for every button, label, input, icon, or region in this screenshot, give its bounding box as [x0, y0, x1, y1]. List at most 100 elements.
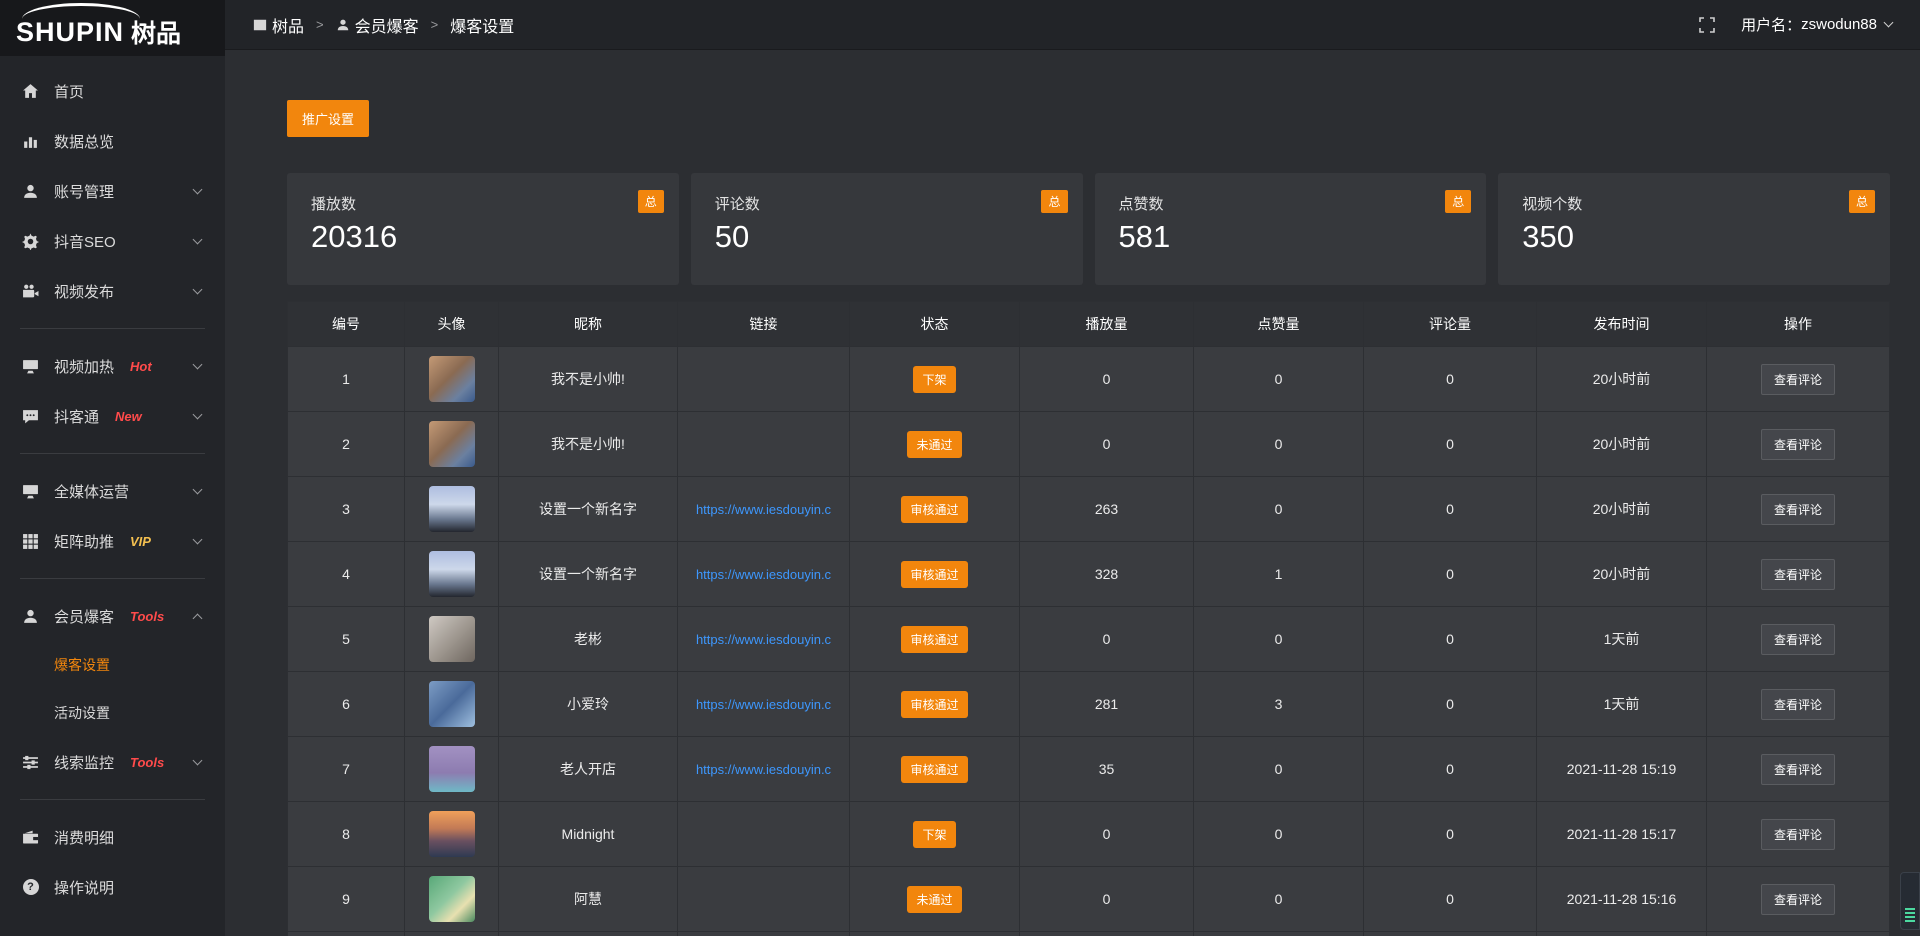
status-badge: 审核通过 — [901, 560, 968, 588]
status-badge: 下架 — [913, 365, 956, 393]
avatar — [428, 551, 475, 597]
chat-icon — [22, 408, 39, 425]
view-comments-button[interactable]: 查看评论 — [1760, 688, 1835, 720]
user-icon — [22, 608, 39, 625]
nickname: 阿慧 — [498, 866, 678, 932]
total-badge: 总 — [1848, 190, 1875, 213]
sidebar-item-expense-details[interactable]: 消费明细 — [0, 812, 225, 862]
breadcrumb-item-home[interactable]: 树品 — [253, 13, 304, 37]
username-dropdown[interactable]: 用户名： zswodun88 — [1741, 14, 1894, 35]
stat-value: 581 — [1118, 219, 1171, 254]
monitor-icon — [22, 483, 39, 500]
sidebar-item-member-baoke[interactable]: 会员爆客 Tools — [0, 591, 225, 641]
table-row: 6 小爱玲 https://www.iesdouyin.c 审核通过 281 3… — [287, 671, 1890, 737]
row-number: 9 — [287, 866, 405, 932]
divider — [20, 799, 205, 800]
row-number — [287, 931, 405, 936]
sidebar-item-douketong[interactable]: 抖客通 New — [0, 391, 225, 441]
view-comments-button[interactable]: 查看评论 — [1760, 363, 1835, 395]
chevron-down-icon — [192, 184, 203, 195]
sidebar-subitem-activity-settings[interactable]: 活动设置 — [54, 705, 110, 721]
chevron-down-icon — [192, 284, 203, 295]
breadcrumb-label: 树品 — [272, 18, 305, 36]
comments-count: 0 — [1363, 541, 1537, 607]
username-label: 用户名： — [1741, 17, 1802, 34]
sidebar-subitem-baoke-settings[interactable]: 爆客设置 — [54, 657, 110, 673]
view-comments-button[interactable]: 查看评论 — [1760, 428, 1835, 460]
floating-widget[interactable] — [1900, 872, 1920, 930]
comments-count: 0 — [1363, 606, 1537, 672]
chevron-down-icon — [192, 359, 203, 370]
sidebar-item-label: 账号管理 — [54, 183, 115, 201]
help-icon: ? — [22, 879, 39, 896]
breadcrumb-separator: > — [316, 17, 324, 32]
sidebar-item-data-overview[interactable]: 数据总览 — [0, 116, 225, 166]
publish-time — [1536, 931, 1707, 936]
sidebar-item-video-heat[interactable]: 视频加热 Hot — [0, 341, 225, 391]
table-row: 1 我不是小帅! 下架 0 0 0 20小时前 查看评论 — [287, 346, 1890, 412]
col-header-number: 编号 — [287, 301, 405, 347]
sidebar-item-matrix-boost[interactable]: 矩阵助推 VIP — [0, 516, 225, 566]
likes-count: 0 — [1193, 801, 1364, 867]
video-camera-icon — [22, 283, 39, 300]
sidebar-item-all-media[interactable]: 全媒体运营 — [0, 466, 225, 516]
breadcrumb-item-member-baoke[interactable]: 会员爆客 — [336, 13, 419, 37]
col-header-link: 链接 — [677, 301, 850, 347]
video-link[interactable]: https://www.iesdouyin.c — [695, 697, 832, 712]
sidebar: SHUPIN 树品 首页 数据总览 账号管理 抖音SEO 视频发布 — [0, 0, 225, 936]
plays-count: 0 — [1019, 411, 1194, 477]
stat-card-videos: 视频个数 350 总 — [1498, 173, 1890, 285]
plays-count: 263 — [1019, 476, 1194, 542]
fullscreen-icon[interactable] — [1699, 16, 1715, 33]
logo-arc — [22, 3, 140, 19]
view-comments-button[interactable]: 查看评论 — [1760, 558, 1835, 590]
sidebar-item-douyin-seo[interactable]: 抖音SEO — [0, 216, 225, 266]
table-row: 4 设置一个新名字 https://www.iesdouyin.c 审核通过 3… — [287, 541, 1890, 607]
sidebar-item-instructions[interactable]: ? 操作说明 — [0, 862, 225, 912]
chevron-down-icon — [192, 534, 203, 545]
sidebar-item-home[interactable]: 首页 — [0, 66, 225, 116]
user-icon — [22, 183, 39, 200]
grid-icon — [22, 533, 39, 550]
likes-count — [1193, 931, 1364, 936]
view-comments-button[interactable]: 查看评论 — [1760, 623, 1835, 655]
sidebar-item-clue-monitor[interactable]: 线索监控 Tools — [0, 737, 225, 787]
plays-count: 0 — [1019, 346, 1194, 412]
view-comments-button[interactable]: 查看评论 — [1760, 883, 1835, 915]
chevron-down-icon — [192, 755, 203, 766]
view-comments-button[interactable]: 查看评论 — [1760, 493, 1835, 525]
row-number: 3 — [287, 476, 405, 542]
likes-count: 0 — [1193, 606, 1364, 672]
status-badge: 审核通过 — [901, 690, 968, 718]
view-comments-button[interactable]: 查看评论 — [1760, 753, 1835, 785]
publish-time: 2021-11-28 15:16 — [1536, 866, 1707, 932]
logo-text-cn: 树品 — [131, 20, 182, 48]
comments-count: 0 — [1363, 801, 1537, 867]
publish-time: 2021-11-28 15:17 — [1536, 801, 1707, 867]
publish-time: 2021-11-28 15:19 — [1536, 736, 1707, 802]
col-header-avatar: 头像 — [404, 301, 499, 347]
monitor-icon — [22, 358, 39, 375]
video-link[interactable]: https://www.iesdouyin.c — [695, 762, 832, 777]
sidebar-item-video-publish[interactable]: 视频发布 — [0, 266, 225, 316]
table-header-row: 编号 头像 昵称 链接 状态 播放量 点赞量 评论量 发布时间 操作 — [287, 301, 1890, 347]
video-link[interactable]: https://www.iesdouyin.c — [695, 632, 832, 647]
publish-time: 20小时前 — [1536, 541, 1707, 607]
status-badge: 未通过 — [907, 430, 962, 458]
avatar — [428, 811, 475, 857]
video-link[interactable]: https://www.iesdouyin.c — [695, 502, 832, 517]
video-link[interactable]: https://www.iesdouyin.c — [695, 567, 832, 582]
table-row: 7 老人开店 https://www.iesdouyin.c 审核通过 35 0… — [287, 736, 1890, 802]
wallet-icon — [22, 829, 39, 846]
avatar — [428, 421, 475, 467]
col-header-plays: 播放量 — [1019, 301, 1194, 347]
sidebar-item-account-management[interactable]: 账号管理 — [0, 166, 225, 216]
widget-stripes-icon — [1905, 908, 1915, 924]
nickname — [498, 931, 678, 936]
stat-label: 视频个数 — [1522, 196, 1583, 213]
view-comments-button[interactable]: 查看评论 — [1760, 818, 1835, 850]
promotion-settings-button[interactable]: 推广设置 — [287, 100, 370, 137]
table-row: 2 我不是小帅! 未通过 0 0 0 20小时前 查看评论 — [287, 411, 1890, 477]
row-number: 4 — [287, 541, 405, 607]
sidebar-item-label: 线索监控 — [54, 754, 115, 772]
